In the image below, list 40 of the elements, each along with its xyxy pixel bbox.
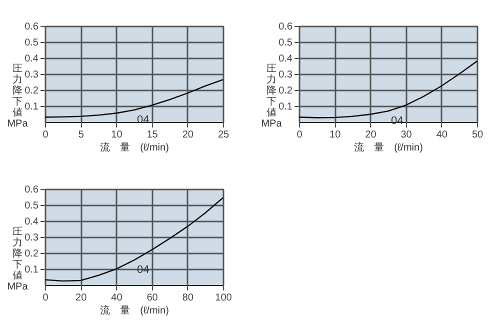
y-tick-label: 0.4 [24,216,39,228]
y-tick-label: 0.6 [24,184,39,196]
x-tick-label: 60 [146,292,158,304]
x-tick-label: 40 [111,292,123,304]
x-tick-label: 25 [218,130,230,140]
y-tick-label: 0.4 [24,54,39,64]
y-tick-label: 0.2 [24,248,39,260]
y-tick-label: 0.1 [278,102,293,112]
y-tick-label: 0.3 [24,232,39,244]
x-tick-label: 20 [365,130,377,140]
x-axis-title: 流 量 (ℓ/min) [354,142,423,154]
y-tick-label: 0.4 [278,54,293,64]
y-tick-label: 0.5 [24,38,39,48]
y-tick-label: 0.1 [24,264,39,276]
x-tick-label: 80 [182,292,194,304]
y-tick-label: 0.5 [278,38,293,48]
y-tick-label: 0.3 [278,70,293,80]
x-tick-label: 10 [330,130,342,140]
x-axis-title: 流 量 (ℓ/min) [100,304,169,316]
x-tick-label: 100 [215,292,232,304]
x-tick-label: 10 [111,130,123,140]
x-tick-label: 5 [78,130,84,140]
y-tick-label: 0.6 [24,22,39,32]
y-tick-label: 0.5 [24,200,39,212]
x-tick-label: 50 [472,130,484,140]
y-tick-label: 0.1 [24,102,39,112]
y-tick-label: 0.6 [278,22,293,32]
x-tick-label: 20 [182,130,194,140]
line-series [44,197,224,282]
y-tick-label: 0.3 [24,70,39,80]
y-tick-label: 0.2 [278,86,293,96]
x-tick-label: 15 [146,130,158,140]
x-tick-label: 40 [436,130,448,140]
x-tick-label: 20 [76,292,88,304]
y-tick-label: 0.2 [24,86,39,96]
x-axis-title: 流 量 (ℓ/min) [100,142,169,154]
x-tick-label: 0 [42,292,49,304]
x-tick-label: 0 [42,130,49,140]
x-tick-label: 0 [296,130,303,140]
x-tick-label: 30 [400,130,412,140]
